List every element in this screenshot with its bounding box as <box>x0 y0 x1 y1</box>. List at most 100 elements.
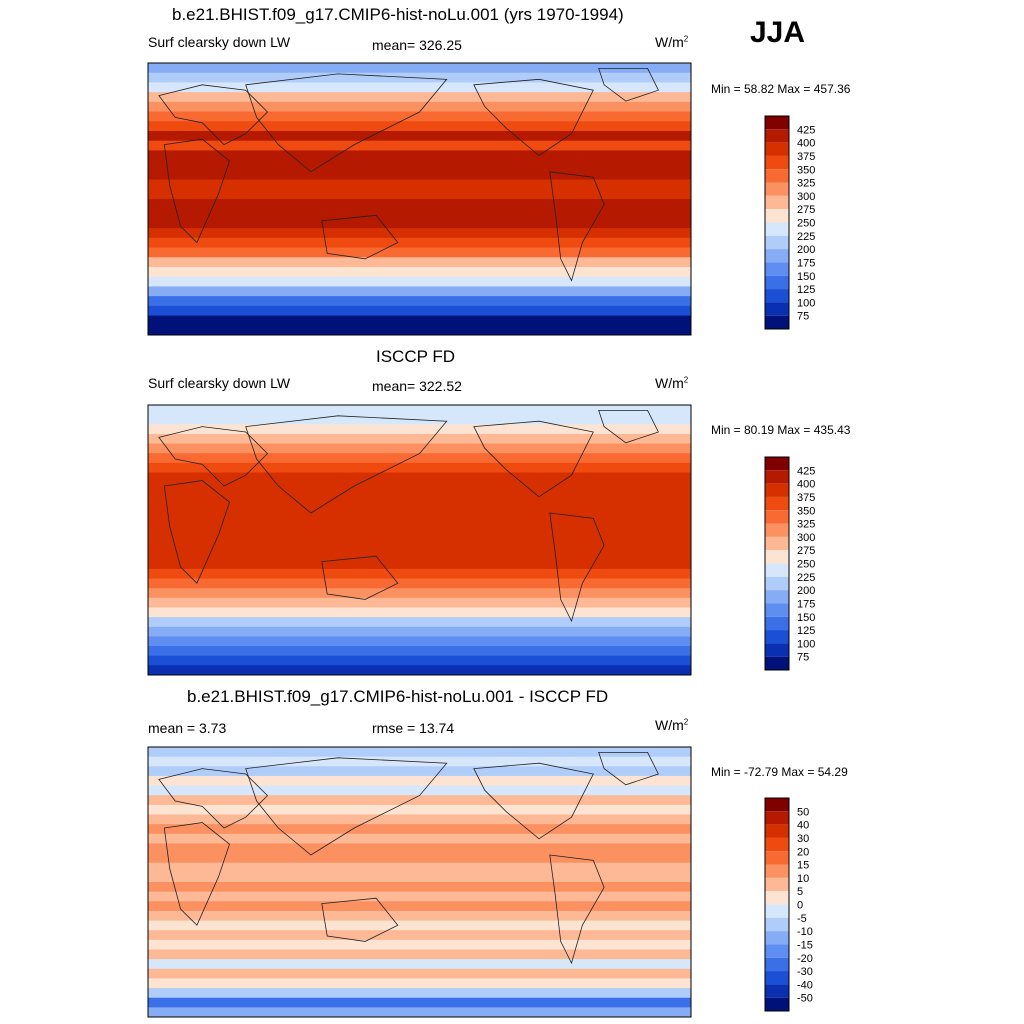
coastline <box>549 171 605 282</box>
panel-2-minmax: Min = 80.19 Max = 435.43 <box>711 423 851 437</box>
map-band <box>148 665 691 676</box>
colorbar-swatch <box>765 944 789 958</box>
map-frame <box>147 62 692 336</box>
colorbar-swatch <box>765 851 789 865</box>
colorbar-tick-label: 200 <box>797 244 815 256</box>
colorbar-swatch <box>765 864 789 878</box>
colorbar-tick-label: 200 <box>797 585 815 597</box>
colorbar-tick-label: 325 <box>797 519 815 531</box>
colorbar-tick-label: -40 <box>797 979 813 991</box>
panel-2-variable-label: Surf clearsky down LW <box>148 375 291 391</box>
colorbar-tick-label: 225 <box>797 572 815 584</box>
panel-3-minmax: Min = -72.79 Max = 54.29 <box>711 765 848 779</box>
coastline <box>163 480 230 584</box>
map-band <box>148 804 691 815</box>
map-band <box>148 568 691 580</box>
map-band <box>148 775 691 787</box>
map-band <box>148 968 691 979</box>
map-band <box>148 901 691 912</box>
colorbar-swatch <box>765 129 789 143</box>
map-band <box>148 511 691 522</box>
coastline <box>549 512 605 623</box>
map-band <box>148 578 691 589</box>
coastline <box>163 138 230 244</box>
panel-1-units: W/m2 <box>655 34 689 50</box>
coastline <box>473 420 594 498</box>
map-band <box>148 959 691 970</box>
colorbar-swatch <box>765 603 789 617</box>
coastline <box>163 822 230 926</box>
colorbar-swatch <box>765 209 789 223</box>
map-band <box>148 920 691 931</box>
coastline <box>473 762 594 840</box>
map-band <box>148 588 691 599</box>
map-band <box>148 891 691 902</box>
colorbar-swatch <box>765 550 789 564</box>
coastline <box>245 73 448 173</box>
map-band <box>148 747 691 758</box>
colorbar-tick-label: 250 <box>797 218 815 230</box>
colorbar-swatch <box>765 289 789 303</box>
map-band <box>148 882 691 893</box>
colorbar-tick-label: 400 <box>797 479 815 491</box>
colorbar-tick-label: 300 <box>797 532 815 544</box>
map-band <box>148 795 691 806</box>
colorbar-tick-label: 275 <box>797 545 815 557</box>
map-band <box>148 160 691 171</box>
colorbar-tick-label: 325 <box>797 178 815 190</box>
colorbar-swatch <box>765 798 789 812</box>
map-band <box>148 140 691 151</box>
coastline <box>549 854 605 965</box>
panel-1-title: b.e21.BHIST.f09_g17.CMIP6-hist-noLu.001 … <box>172 5 624 24</box>
map-band <box>148 549 691 560</box>
colorbar-tick-label: -15 <box>797 939 813 951</box>
colorbar-tick-label: 350 <box>797 505 815 517</box>
panel-1-minmax: Min = 58.82 Max = 457.36 <box>711 82 851 96</box>
map-band <box>148 208 691 219</box>
panel-2-mean-label: mean= 322.52 <box>372 378 462 394</box>
panel-3-rmse-label: rmse = 13.74 <box>372 720 455 736</box>
colorbar-swatch <box>765 510 789 524</box>
coastline <box>473 78 594 156</box>
panel-3-map <box>147 746 692 1018</box>
map-band <box>148 424 691 435</box>
colorbar-swatch <box>765 155 789 170</box>
map-band <box>148 111 691 122</box>
colorbar-tick-label: 5 <box>797 886 803 898</box>
map-band <box>148 169 691 181</box>
map-band <box>148 491 691 502</box>
colorbar-swatch <box>765 315 789 329</box>
colorbar-swatch <box>765 931 789 945</box>
colorbar-swatch <box>765 483 789 497</box>
map-band <box>148 607 691 618</box>
season-label: JJA <box>750 16 806 49</box>
map-band <box>148 443 691 454</box>
map-band <box>148 267 691 278</box>
colorbar-tick-label: 75 <box>797 311 809 323</box>
map-band <box>148 910 691 922</box>
colorbar-tick-label: 350 <box>797 164 815 176</box>
map-band <box>148 833 691 844</box>
colorbar-swatch <box>765 904 789 918</box>
map-band <box>148 988 691 999</box>
map-band <box>148 949 691 960</box>
map-band <box>148 257 691 268</box>
map-band <box>148 189 691 200</box>
colorbar-swatch <box>765 169 789 183</box>
colorbar-swatch <box>765 997 789 1011</box>
colorbar-swatch <box>765 142 789 156</box>
map-band <box>148 978 691 989</box>
map-band <box>148 636 691 647</box>
map-band <box>148 453 691 464</box>
colorbar-swatch <box>765 249 789 263</box>
map-band <box>148 101 691 113</box>
colorbar-swatch <box>765 957 789 972</box>
colorbar-swatch <box>765 262 789 276</box>
map-band <box>148 520 691 531</box>
panel-3-mean-label: mean = 3.73 <box>148 720 227 736</box>
map-band <box>148 814 691 825</box>
map-band <box>148 540 691 551</box>
colorbar-swatch <box>765 496 789 511</box>
coastline <box>321 897 399 942</box>
